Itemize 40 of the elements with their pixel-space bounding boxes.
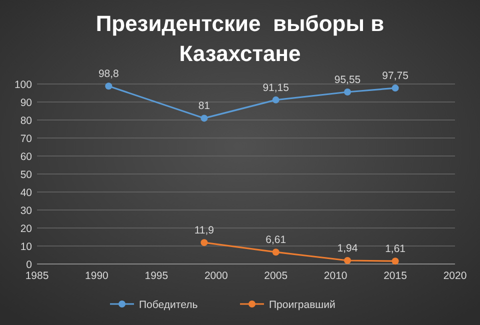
y-tick-label: 80 (20, 115, 32, 127)
x-tick-label: 1995 (144, 270, 168, 282)
y-tick-label: 40 (20, 187, 32, 199)
y-tick-label: 0 (26, 259, 32, 271)
point (200, 239, 208, 246)
data-label: 81 (198, 100, 210, 112)
y-tick-label: 100 (14, 79, 32, 91)
data-label: 97,75 (382, 70, 409, 82)
x-tick-label: 1990 (85, 270, 109, 282)
y-tick-label: 30 (20, 205, 32, 217)
x-tick-label: 2005 (264, 270, 288, 282)
data-label: 98,8 (98, 68, 120, 80)
point (272, 96, 280, 104)
y-tick-label: 20 (20, 223, 32, 235)
data-label: 11,9 (194, 224, 214, 237)
data-label: 1,61 (385, 243, 406, 256)
point (392, 84, 399, 92)
point (272, 248, 280, 256)
legend-label: Победитель (139, 299, 198, 311)
point (392, 258, 399, 265)
data-label: 1,94 (337, 242, 358, 255)
y-tick-label: 10 (20, 241, 32, 253)
y-tick-label: 50 (20, 169, 32, 181)
x-tick-label: 2020 (443, 270, 467, 282)
x-tick-label: 2010 (324, 270, 348, 282)
point (344, 88, 352, 96)
y-tick-label: 90 (20, 97, 32, 109)
data-label: 6,61 (266, 234, 286, 246)
legend-label: Проигравший (269, 299, 336, 311)
x-tick-label: 1985 (25, 270, 49, 282)
chart-title: Президентские выборы в Казахстане (96, 11, 384, 66)
y-tick-label: 60 (20, 151, 32, 163)
data-label: 95,55 (334, 74, 361, 86)
x-tick-label: 2015 (384, 270, 408, 282)
data-label: 91,15 (262, 82, 290, 94)
point (105, 82, 112, 90)
point (200, 114, 208, 122)
y-tick-label: 70 (20, 133, 32, 145)
point (344, 257, 352, 264)
x-tick-label: 2000 (204, 270, 228, 282)
